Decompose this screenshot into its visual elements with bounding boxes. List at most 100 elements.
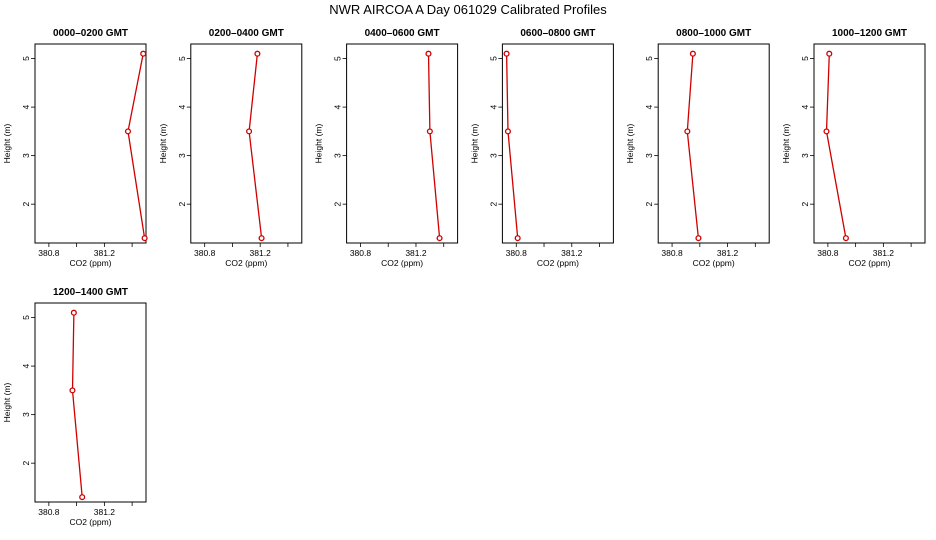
y-tick-label: 4 bbox=[21, 104, 31, 109]
profile-point bbox=[425, 50, 432, 57]
profile-point bbox=[436, 235, 443, 242]
x-axis-label: CO2 (ppm) bbox=[693, 258, 735, 268]
y-axis-label: Height (m) bbox=[314, 124, 324, 164]
y-tick-label: 4 bbox=[333, 104, 343, 109]
x-tick-label: 381.2 bbox=[250, 248, 272, 258]
figure-title: NWR AIRCOA A Day 061029 Calibrated Profi… bbox=[329, 2, 607, 17]
plot-frame bbox=[813, 43, 926, 244]
profile-line bbox=[686, 53, 700, 239]
plot-frame bbox=[34, 43, 147, 244]
profile-line bbox=[825, 53, 847, 239]
profile-line bbox=[71, 312, 83, 498]
x-tick-label: 380.8 bbox=[350, 248, 372, 258]
x-tick-label: 381.2 bbox=[873, 248, 895, 258]
profile-point bbox=[140, 50, 147, 57]
x-axis-label: CO2 (ppm) bbox=[537, 258, 579, 268]
y-tick-label: 3 bbox=[21, 412, 31, 417]
profile-point bbox=[684, 128, 691, 135]
y-tick-label: 2 bbox=[177, 202, 187, 207]
panel-title: 1000–1200 GMT bbox=[832, 28, 907, 39]
y-axis-label: Height (m) bbox=[469, 124, 479, 164]
profile-point bbox=[695, 235, 702, 242]
y-axis-label: Height (m) bbox=[2, 124, 12, 164]
y-tick-label: 4 bbox=[644, 104, 654, 109]
y-tick-label: 5 bbox=[644, 56, 654, 61]
x-tick-label: 380.8 bbox=[817, 248, 839, 258]
profile-point bbox=[124, 128, 132, 135]
panel-title: 0200–0400 GMT bbox=[209, 28, 284, 39]
y-tick-label: 2 bbox=[488, 202, 498, 207]
y-tick-label: 5 bbox=[177, 56, 187, 61]
x-axis-label: CO2 (ppm) bbox=[69, 517, 111, 527]
y-tick-label: 4 bbox=[177, 104, 187, 109]
y-tick-label: 3 bbox=[177, 153, 187, 158]
y-tick-label: 3 bbox=[333, 153, 343, 158]
y-tick-label: 4 bbox=[800, 104, 810, 109]
y-tick-label: 3 bbox=[21, 153, 31, 158]
y-tick-label: 4 bbox=[488, 104, 498, 109]
panel-title: 0800–1000 GMT bbox=[676, 28, 751, 39]
x-tick-label: 380.8 bbox=[38, 248, 60, 258]
profile-point bbox=[258, 235, 265, 242]
panel-title: 0400–0600 GMT bbox=[365, 28, 440, 39]
y-tick-label: 3 bbox=[644, 153, 654, 158]
y-axis-label: Height (m) bbox=[158, 124, 168, 164]
y-tick-label: 5 bbox=[488, 56, 498, 61]
y-tick-label: 2 bbox=[21, 461, 31, 466]
x-axis-label: CO2 (ppm) bbox=[69, 258, 111, 268]
x-axis-label: CO2 (ppm) bbox=[225, 258, 267, 268]
y-tick-label: 3 bbox=[488, 153, 498, 158]
profile-point bbox=[246, 128, 253, 135]
panel-title: 0600–0800 GMT bbox=[520, 28, 595, 39]
x-tick-label: 381.2 bbox=[94, 507, 116, 517]
profile-point bbox=[79, 494, 86, 501]
plot-frame bbox=[346, 43, 459, 244]
y-tick-label: 5 bbox=[21, 315, 31, 320]
x-tick-label: 381.2 bbox=[717, 248, 739, 258]
plot-frame bbox=[657, 43, 770, 244]
profile-point bbox=[689, 50, 696, 57]
x-tick-label: 381.2 bbox=[561, 248, 583, 258]
profile-line bbox=[248, 53, 263, 239]
y-tick-label: 2 bbox=[644, 202, 654, 207]
profile-point bbox=[69, 387, 76, 394]
plot-frame bbox=[34, 302, 147, 503]
y-axis-label: Height (m) bbox=[781, 124, 791, 164]
y-tick-label: 5 bbox=[21, 56, 31, 61]
x-tick-label: 380.8 bbox=[661, 248, 683, 258]
x-tick-label: 381.2 bbox=[405, 248, 427, 258]
y-axis-label: Height (m) bbox=[625, 124, 635, 164]
y-tick-label: 4 bbox=[21, 363, 31, 368]
profile-point bbox=[426, 128, 433, 135]
y-axis-label: Height (m) bbox=[2, 383, 12, 423]
panel-title: 0000–0200 GMT bbox=[53, 28, 128, 39]
profile-point bbox=[826, 50, 833, 57]
plot-frame bbox=[501, 43, 614, 244]
y-tick-label: 3 bbox=[800, 153, 810, 158]
y-tick-label: 5 bbox=[333, 56, 343, 61]
x-axis-label: CO2 (ppm) bbox=[848, 258, 890, 268]
profile-point bbox=[504, 128, 512, 135]
profile-point bbox=[141, 235, 148, 242]
y-tick-label: 2 bbox=[333, 202, 343, 207]
plot-frame bbox=[190, 43, 303, 244]
profile-point bbox=[842, 235, 849, 242]
x-tick-label: 380.8 bbox=[194, 248, 216, 258]
profile-point bbox=[70, 309, 77, 316]
y-tick-label: 2 bbox=[800, 202, 810, 207]
profile-line bbox=[505, 53, 519, 239]
profile-point bbox=[823, 128, 830, 135]
profile-line bbox=[127, 53, 146, 239]
x-tick-label: 380.8 bbox=[506, 248, 528, 258]
profile-point bbox=[503, 50, 510, 57]
profile-point bbox=[514, 235, 521, 242]
